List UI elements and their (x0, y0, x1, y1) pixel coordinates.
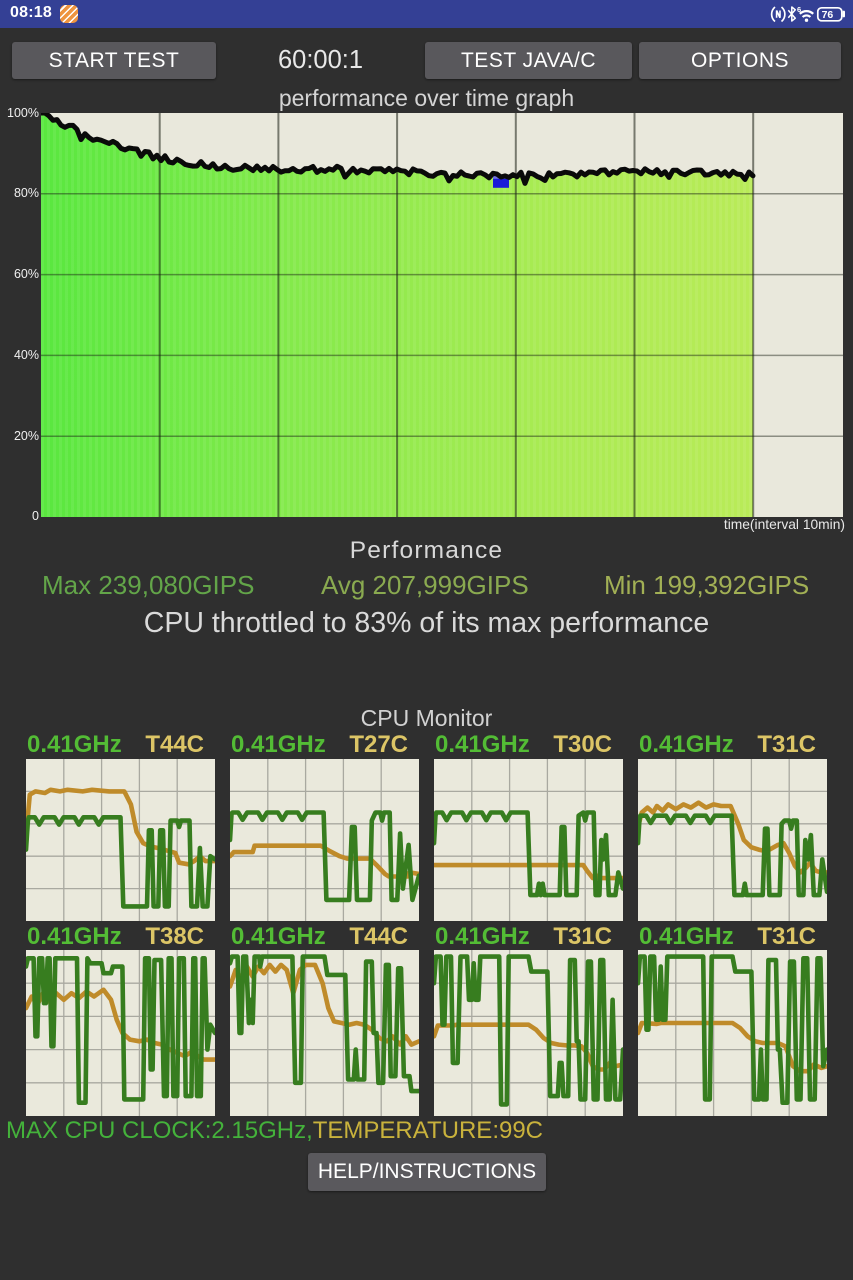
svg-text:6: 6 (797, 5, 801, 14)
svg-text:76: 76 (822, 9, 834, 21)
